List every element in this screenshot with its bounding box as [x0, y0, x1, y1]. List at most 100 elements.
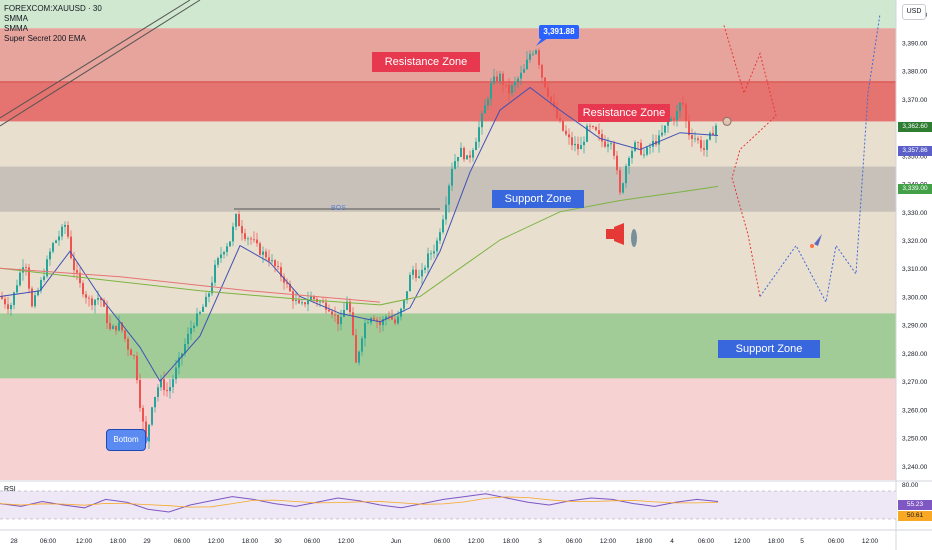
indicator-smma-2[interactable]: SMMA: [4, 24, 28, 33]
candle-body: [700, 140, 702, 149]
candle-body: [616, 155, 618, 171]
candle-body: [517, 78, 519, 82]
candle-body: [550, 96, 552, 102]
x-tick-label: 28: [10, 538, 18, 545]
candle-body: [457, 156, 459, 162]
candle-body: [397, 316, 399, 324]
candle-body: [334, 314, 336, 316]
candle-body: [166, 390, 168, 392]
candle-body: [58, 236, 60, 241]
rsi-tick-label: 80.00: [902, 482, 919, 489]
candle-body: [595, 127, 597, 131]
candle-body: [373, 317, 375, 320]
candle-body: [532, 53, 534, 55]
candle-body: [139, 379, 141, 408]
candle-body: [328, 309, 330, 312]
candle-body: [523, 69, 525, 73]
candle-body: [340, 316, 342, 325]
candle-body: [145, 421, 147, 442]
candle-body: [223, 251, 225, 255]
candle-body: [361, 338, 363, 352]
candle-body: [487, 99, 489, 106]
candle-body: [190, 328, 192, 334]
candle-body: [247, 238, 249, 240]
candle-body: [37, 290, 39, 296]
candle-body: [607, 144, 609, 147]
currency-button[interactable]: USD: [902, 4, 926, 20]
candle-body: [226, 246, 228, 252]
price-tag-smma: 3,357.86: [898, 146, 932, 156]
candle-body: [706, 139, 708, 150]
ema200-line: [0, 185, 719, 306]
rsi-line: [0, 493, 719, 513]
candle-body: [283, 276, 285, 283]
candle-body: [667, 120, 669, 126]
candle-body: [670, 118, 672, 121]
x-tick-label: 18:00: [636, 538, 653, 545]
candle-body: [382, 319, 384, 326]
candle-body: [538, 50, 540, 65]
candle-body: [352, 312, 354, 336]
resistance-zone-label-top: Resistance Zone: [372, 52, 480, 72]
candle-body: [82, 283, 84, 295]
candle-body: [109, 323, 111, 329]
indicator-smma-1[interactable]: SMMA: [4, 14, 28, 23]
candle-body: [304, 302, 306, 305]
candle-body: [337, 314, 339, 325]
y-tick-label: 3,330.00: [902, 210, 928, 217]
candle-body: [274, 260, 276, 267]
candle-body: [511, 85, 513, 94]
candle-body: [121, 322, 123, 331]
candle-body: [40, 280, 42, 291]
candle-body: [322, 301, 324, 303]
candle-body: [235, 214, 237, 227]
candle-body: [526, 59, 528, 70]
candle-body: [535, 50, 537, 54]
candle-body: [388, 316, 390, 318]
candle-body: [694, 138, 696, 140]
candle-body: [295, 299, 297, 301]
candle-body: [412, 269, 414, 275]
symbol-title: FOREXCOM:XAUUSD · 30: [4, 4, 102, 13]
candle-body: [4, 298, 6, 305]
candle-body: [73, 258, 75, 271]
candle-body: [214, 264, 216, 283]
peak-price-label: 3,391.88: [539, 25, 579, 39]
candle-body: [589, 125, 591, 127]
candle-body: [619, 170, 621, 193]
candle-body: [343, 309, 345, 317]
candle-body: [628, 158, 630, 167]
resistance-zone-label-mid: Resistance Zone: [578, 104, 670, 122]
candle-body: [379, 321, 381, 326]
candle-body: [421, 269, 423, 277]
x-tick-label: 12:00: [862, 538, 879, 545]
rsi-tag-value: 55.23: [898, 500, 932, 510]
x-tick-label: 12:00: [76, 538, 93, 545]
candle-body: [193, 325, 195, 329]
candle-body: [301, 302, 303, 304]
candle-body: [643, 154, 645, 156]
candle-body: [682, 102, 684, 105]
x-tick-label: 06:00: [434, 538, 451, 545]
candle-body: [184, 344, 186, 354]
candle-body: [55, 240, 57, 243]
candle-body: [163, 379, 165, 391]
candle-body: [472, 150, 474, 158]
candle-body: [292, 291, 294, 301]
x-tick-label: 18:00: [503, 538, 520, 545]
candle-body: [229, 241, 231, 247]
candle-body: [622, 183, 624, 193]
candle-body: [685, 104, 687, 121]
indicator-ema-200[interactable]: Super Secret 200 EMA: [4, 34, 86, 43]
rsi-ma-line: [0, 496, 719, 508]
candle-body: [289, 283, 291, 292]
candle-body: [424, 267, 426, 270]
candle-body: [217, 258, 219, 265]
candle-body: [601, 134, 603, 142]
candle-body: [715, 125, 717, 135]
megaphone-body: [606, 229, 614, 239]
candle-body: [76, 270, 78, 273]
candle-body: [490, 83, 492, 100]
candle-body: [520, 72, 522, 79]
